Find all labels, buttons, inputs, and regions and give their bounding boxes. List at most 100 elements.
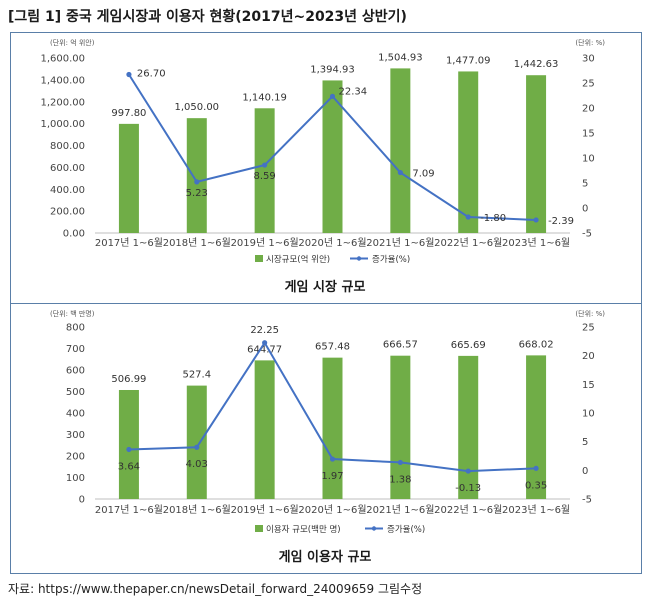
line-point (329, 93, 336, 99)
category-label: 2020년 1~6월 (298, 504, 366, 516)
category-label: 2021년 1~6월 (366, 504, 434, 516)
bar (526, 75, 547, 233)
bar-data-label: 668.02 (519, 339, 554, 350)
line-point (262, 162, 268, 168)
left-tick-label: 1,000.00 (40, 119, 85, 130)
bar (390, 68, 411, 233)
left-tick-label: 1,200.00 (40, 97, 85, 108)
right-tick-label: 5 (582, 179, 588, 190)
line-point (194, 444, 200, 450)
bar-data-label: 666.57 (383, 340, 418, 351)
legend-bar-swatch (255, 525, 263, 532)
left-tick-label: 400 (66, 409, 85, 420)
line-data-label: 7.09 (412, 169, 434, 180)
category-label: 2023년 1~6월 (502, 504, 570, 516)
left-tick-label: 300 (66, 430, 85, 441)
bar (254, 108, 275, 233)
game-market-chart: (단위: 억 위안) (단위: %) 0.00 200.00 400.00 600.00 8… (40, 38, 605, 295)
bar (458, 355, 479, 499)
bar (118, 123, 139, 233)
right-tick-label: 10 (582, 409, 595, 420)
left-tick-label: 400.00 (50, 185, 85, 196)
source-note: 자료: https://www.thepaper.cn/newsDetail_f… (8, 582, 423, 596)
chart-title: 게임 이용자 규모 (279, 549, 372, 565)
line-data-label: 0.35 (525, 480, 547, 491)
bar (118, 389, 139, 499)
left-tick-label: 700 (66, 344, 85, 355)
line-data-label: 3.64 (118, 461, 140, 472)
right-tick-label: 15 (582, 129, 595, 140)
legend-bar-label: 시장규모(억 위안) (266, 254, 330, 265)
left-axis-unit: (단위: 억 위안) (50, 38, 95, 47)
left-tick-label: 0 (79, 495, 85, 506)
line-point (397, 169, 403, 176)
right-tick-label: 25 (582, 323, 595, 334)
right-tick-label: 0 (582, 466, 588, 477)
legend-line-label: 증가율(%) (387, 525, 425, 535)
line-point (329, 456, 336, 462)
figure-title: [그림 1] 중국 게임시장과 이용자 현황(2017년~2023년 상반기) (8, 9, 407, 25)
bar-data-label: 1,050.00 (175, 102, 220, 113)
bar-data-label: 657.48 (315, 342, 350, 353)
right-tick-label: -5 (582, 229, 592, 240)
bar (322, 80, 343, 233)
left-tick-label: 600 (66, 366, 85, 377)
line-data-label: 1.38 (389, 474, 411, 485)
bar (458, 71, 479, 233)
line-point (126, 71, 132, 78)
line-point (126, 446, 132, 453)
category-label: 2022년 1~6월 (434, 237, 502, 249)
left-tick-label: 0.00 (63, 229, 85, 240)
left-tick-label: 500 (66, 387, 85, 398)
category-label: 2019년 1~6월 (231, 504, 299, 516)
category-label: 2018년 1~6월 (163, 504, 231, 516)
left-tick-label: 800.00 (50, 141, 85, 152)
bar-data-label: 1,504.93 (378, 52, 423, 63)
line-point (194, 179, 200, 185)
legend-line-label: 증가율(%) (372, 255, 410, 265)
category-label: 2020년 1~6월 (298, 237, 366, 249)
right-tick-label: 0 (582, 204, 588, 215)
category-label: 2019년 1~6월 (231, 237, 299, 249)
category-label: 2021년 1~6월 (366, 237, 434, 249)
bar-data-label: 997.80 (111, 108, 146, 119)
line-data-label: 22.34 (339, 86, 368, 97)
line-point (533, 217, 539, 223)
bar-data-label: 665.69 (451, 340, 486, 351)
right-tick-label: 15 (582, 380, 595, 391)
bar (254, 360, 275, 499)
left-axis-unit: (단위: 백 만명) (50, 309, 95, 318)
legend-bar-swatch (255, 255, 263, 262)
left-tick-label: 100 (66, 473, 85, 484)
line-point (465, 214, 471, 220)
left-tick-label: 1,600.00 (40, 54, 85, 65)
bar-data-label: 1,140.19 (242, 92, 287, 103)
line-data-label: -2.39 (548, 216, 574, 227)
line-data-label: 4.03 (186, 459, 208, 470)
category-label: 2022년 1~6월 (434, 504, 502, 516)
line-data-label: 8.59 (254, 171, 276, 182)
line-point (262, 340, 268, 346)
line-data-label: -1.80 (480, 213, 506, 224)
bar (186, 118, 207, 233)
right-tick-label: 25 (582, 79, 595, 90)
legend-line-marker (371, 526, 377, 531)
legend-line-marker (356, 256, 362, 261)
chart-title: 게임 시장 규모 (285, 279, 366, 295)
left-tick-label: 200.00 (50, 207, 85, 218)
bar-data-label: 644.77 (247, 344, 282, 355)
bar (526, 355, 547, 499)
bar-data-label: 1,394.93 (310, 64, 355, 75)
line-data-label: 26.70 (137, 69, 166, 80)
category-label: 2017년 1~6월 (95, 237, 163, 249)
right-tick-label: 20 (582, 104, 595, 115)
left-tick-label: 200 (66, 452, 85, 463)
bar-data-label: 1,442.63 (514, 59, 559, 70)
line-data-label: 1.97 (321, 471, 343, 482)
right-tick-label: 10 (582, 154, 595, 165)
right-tick-label: 5 (582, 437, 588, 448)
panel-divider (10, 303, 641, 304)
left-tick-label: 800 (66, 323, 85, 334)
category-label: 2018년 1~6월 (163, 237, 231, 249)
line-point (397, 459, 403, 466)
